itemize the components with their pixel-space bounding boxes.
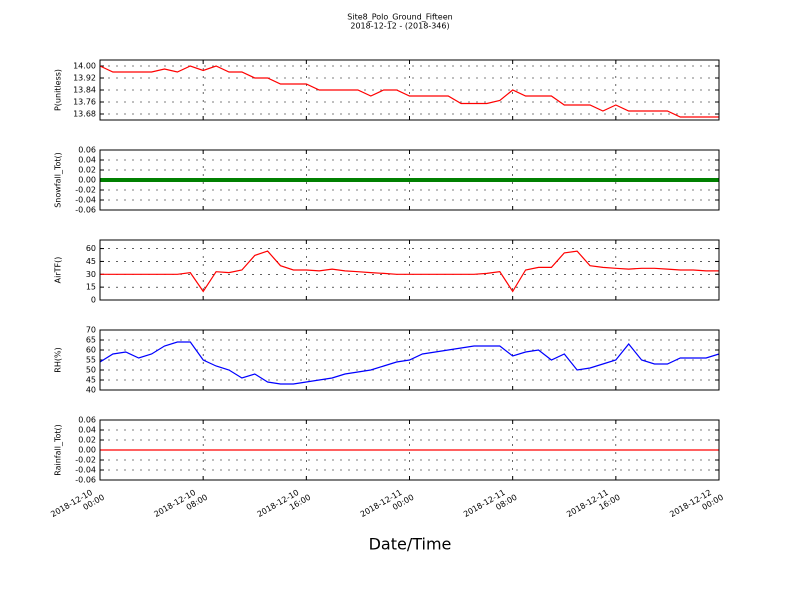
y-tick-label: 0.02 [78, 166, 96, 175]
x-axis-label: Date/Time [369, 535, 452, 554]
plot-frame [99, 59, 720, 121]
data-line [99, 341, 720, 385]
x-tick-label: 2018-12-11 00:00 [359, 484, 416, 528]
y-tick-label: 0 [91, 296, 96, 305]
y-tick-label: -0.02 [75, 456, 96, 465]
x-tick-label: 2018-12-11 16:00 [565, 484, 622, 528]
y-tick-label: 0.00 [78, 176, 96, 185]
x-tick-label: 2018-12-10 00:00 [49, 484, 106, 528]
y-axis-label: AirTF() [54, 257, 63, 284]
x-tick-label: 2018-12-10 16:00 [256, 484, 313, 528]
y-tick-label: 0.06 [78, 146, 96, 155]
y-tick-label: 45 [86, 376, 96, 385]
y-tick-label: 0.02 [78, 436, 96, 445]
plot-frame [99, 239, 720, 301]
y-tick-label: -0.02 [75, 186, 96, 195]
y-tick-label: -0.04 [75, 196, 96, 205]
data-line [100, 250, 719, 293]
y-tick-label: 30 [86, 270, 96, 279]
y-axis-label: P(unitless) [54, 69, 63, 111]
y-tick-label: 0.04 [78, 156, 96, 165]
y-tick-label: 15 [86, 283, 96, 292]
data-line [99, 65, 719, 118]
y-axis-label: Snowfall_Tot() [54, 152, 63, 208]
y-tick-label: 13.92 [73, 74, 96, 83]
plot-frame [99, 149, 720, 211]
y-tick-label: -0.06 [75, 476, 96, 485]
plot-frame [99, 329, 720, 391]
chart-title: Site8_Polo_Ground_Fifteen [347, 13, 452, 22]
y-tick-label: 0.06 [78, 416, 96, 425]
y-tick-label: 65 [86, 336, 96, 345]
y-axis-label: Rainfall_Tot() [54, 424, 63, 476]
y-tick-label: -0.04 [75, 466, 96, 475]
y-tick-label: 55 [86, 356, 96, 365]
y-axis-label: RH(%) [54, 347, 63, 372]
x-tick-label: 2018-12-10 08:00 [152, 484, 209, 528]
y-tick-label: 13.68 [73, 110, 96, 119]
y-tick-label: 0.00 [78, 446, 96, 455]
plot-frame [99, 419, 720, 481]
y-tick-label: 50 [86, 366, 96, 375]
y-tick-label: 45 [86, 257, 96, 266]
x-tick-label: 2018-12-12 00:00 [668, 484, 725, 528]
y-tick-label: -0.06 [75, 206, 96, 215]
x-tick-label: 2018-12-11 08:00 [462, 484, 519, 528]
y-tick-label: 0.04 [78, 426, 96, 435]
y-tick-label: 13.76 [73, 98, 96, 107]
y-tick-label: 60 [86, 346, 96, 355]
chart-subtitle: 2018-12-12 - (2018-346) [350, 22, 449, 31]
y-tick-label: 14.00 [73, 62, 96, 71]
y-tick-label: 70 [86, 326, 96, 335]
y-tick-label: 40 [86, 386, 96, 395]
y-tick-label: 60 [86, 244, 96, 253]
y-tick-label: 13.84 [73, 86, 96, 95]
